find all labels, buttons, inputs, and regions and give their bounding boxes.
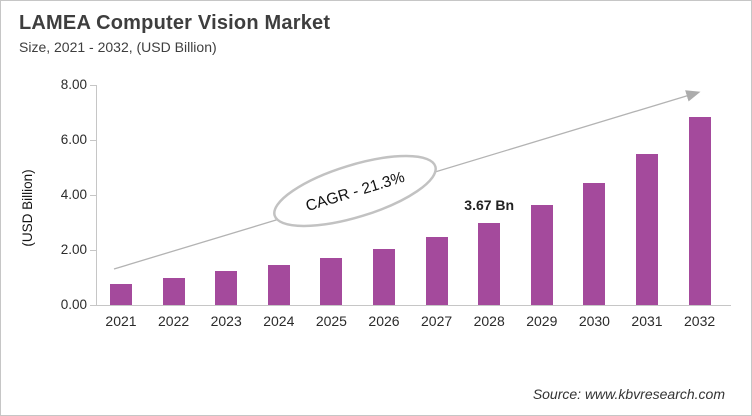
cagr-ellipse	[273, 154, 437, 228]
x-tick-label: 2023	[210, 313, 242, 329]
x-axis	[96, 305, 731, 306]
bar	[425, 237, 448, 305]
bar	[110, 283, 132, 305]
page-subtitle: Size, 2021 - 2032, (USD Billion)	[19, 39, 217, 55]
bar	[215, 271, 238, 305]
x-tick-label: 2031	[631, 313, 663, 329]
bar	[478, 222, 501, 305]
bar	[688, 117, 711, 305]
y-tick-label: 4.00	[60, 187, 87, 202]
bar	[583, 182, 606, 305]
x-tick-label: 2028	[473, 313, 505, 329]
y-tick-label: 8.00	[60, 77, 87, 92]
bar	[320, 258, 343, 305]
bar	[530, 205, 553, 305]
source-text: Source: www.kbvresearch.com	[532, 386, 725, 402]
page-title: LAMEA Computer Vision Market	[19, 12, 331, 34]
y-tick-label: 0.00	[60, 297, 87, 312]
y-tick-label: 2.00	[60, 242, 87, 257]
y-tick-mark	[90, 85, 96, 86]
x-tick-label: 2021	[105, 313, 137, 329]
value-annotation: 3.67 Bn	[464, 196, 515, 213]
y-tick-mark	[90, 305, 96, 306]
y-tick-mark	[90, 140, 96, 141]
x-tick-label: 2030	[578, 313, 610, 329]
x-tick-label: 2032	[684, 313, 716, 329]
cagr-label: CAGR - 21.3%	[304, 169, 407, 215]
x-tick-label: 2027	[421, 313, 453, 329]
y-axis	[96, 85, 97, 305]
bar	[636, 153, 658, 305]
y-tick-mark	[90, 250, 96, 251]
bar	[267, 265, 290, 305]
y-axis-label: (USD Billion)	[20, 169, 35, 247]
y-tick-label: 6.00	[60, 132, 87, 147]
x-tick-label: 2022	[158, 313, 190, 329]
bar	[162, 277, 185, 305]
y-tick-mark	[90, 195, 96, 196]
x-tick-label: 2029	[526, 313, 558, 329]
x-tick-label: 2025	[315, 313, 347, 329]
x-tick-label: 2026	[368, 313, 400, 329]
trend-arrow-line	[113, 90, 701, 270]
bar	[373, 249, 395, 305]
x-tick-label: 2024	[263, 313, 295, 329]
